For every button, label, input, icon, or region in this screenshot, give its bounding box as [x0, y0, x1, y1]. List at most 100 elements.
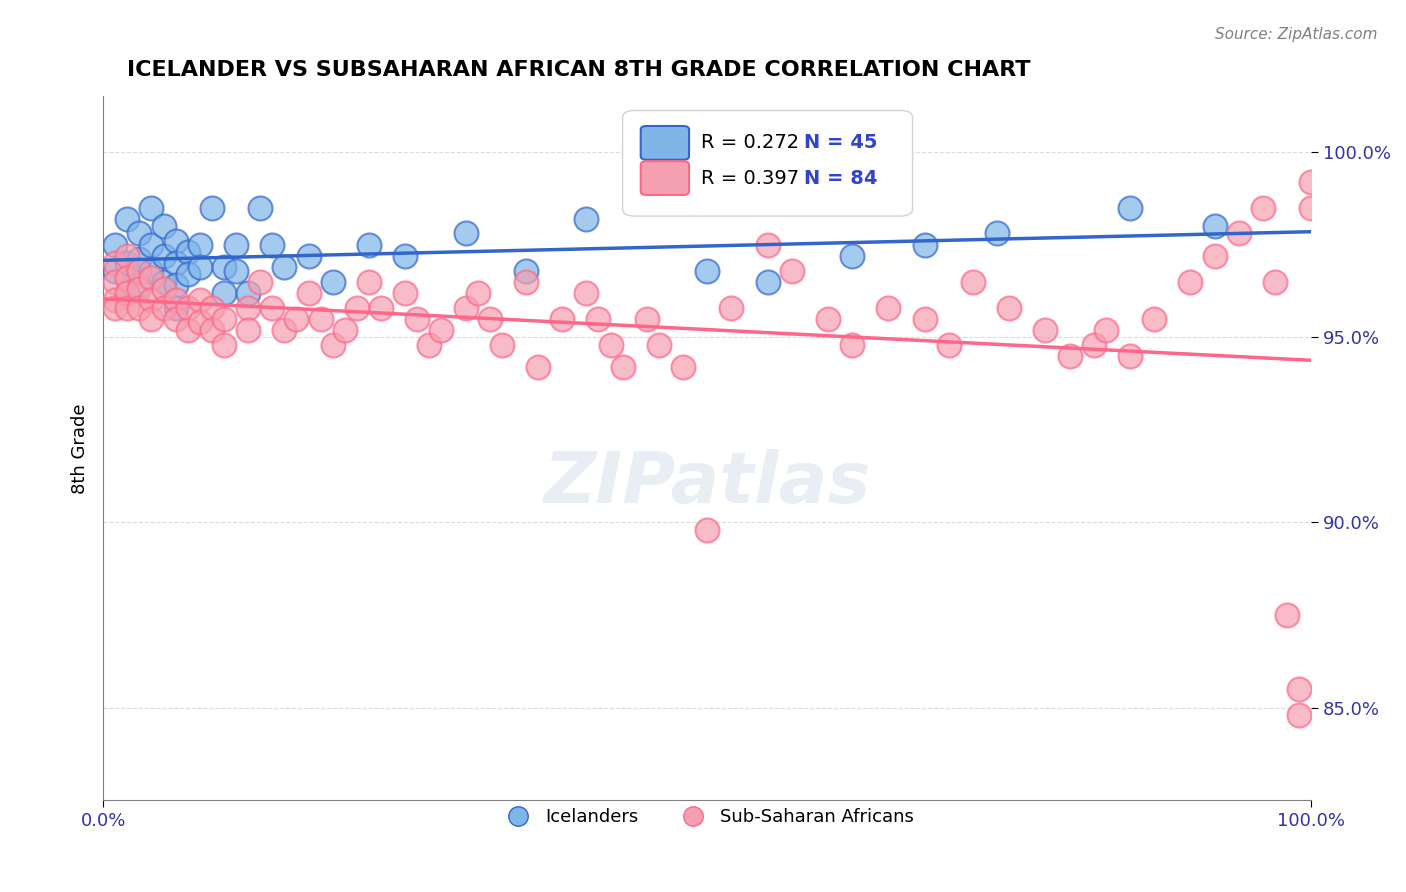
- Point: [297, 249, 319, 263]
- Point: [104, 256, 127, 270]
- Point: [128, 282, 150, 296]
- Point: [551, 311, 574, 326]
- Point: [188, 237, 211, 252]
- Point: [394, 285, 416, 300]
- Point: [236, 323, 259, 337]
- Point: [297, 285, 319, 300]
- Point: [1288, 682, 1310, 697]
- Text: N = 84: N = 84: [804, 169, 877, 187]
- Point: [357, 275, 380, 289]
- Point: [454, 301, 477, 315]
- Point: [756, 275, 779, 289]
- Point: [1227, 227, 1250, 241]
- Text: R = 0.397: R = 0.397: [702, 169, 799, 187]
- Point: [117, 301, 139, 315]
- Point: [165, 278, 187, 293]
- Point: [1204, 249, 1226, 263]
- Point: [309, 311, 332, 326]
- Point: [1059, 349, 1081, 363]
- FancyBboxPatch shape: [641, 126, 689, 160]
- Point: [1204, 219, 1226, 233]
- Point: [1119, 349, 1142, 363]
- Point: [998, 301, 1021, 315]
- Point: [285, 311, 308, 326]
- Point: [117, 211, 139, 226]
- Point: [817, 311, 839, 326]
- Point: [962, 275, 984, 289]
- Point: [152, 219, 174, 233]
- Point: [128, 278, 150, 293]
- Point: [430, 323, 453, 337]
- Point: [165, 293, 187, 308]
- Point: [165, 301, 187, 315]
- Point: [612, 359, 634, 374]
- Point: [588, 311, 610, 326]
- Point: [841, 249, 863, 263]
- Point: [491, 337, 513, 351]
- Point: [780, 263, 803, 277]
- Point: [152, 301, 174, 315]
- Point: [322, 337, 344, 351]
- Point: [262, 301, 284, 315]
- Point: [249, 201, 271, 215]
- Point: [357, 237, 380, 252]
- Point: [575, 211, 598, 226]
- Point: [406, 311, 429, 326]
- Point: [1035, 323, 1057, 337]
- FancyBboxPatch shape: [623, 111, 912, 216]
- Point: [756, 237, 779, 252]
- Text: N = 45: N = 45: [804, 134, 877, 153]
- Point: [370, 301, 392, 315]
- Point: [212, 285, 235, 300]
- Point: [1275, 607, 1298, 622]
- Point: [346, 301, 368, 315]
- Text: ZIPatlas: ZIPatlas: [544, 449, 870, 518]
- Point: [212, 337, 235, 351]
- Point: [152, 282, 174, 296]
- Point: [672, 359, 695, 374]
- Point: [141, 263, 163, 277]
- Point: [236, 285, 259, 300]
- Point: [104, 263, 127, 277]
- Point: [1264, 275, 1286, 289]
- Point: [1095, 323, 1118, 337]
- Point: [212, 311, 235, 326]
- Point: [1288, 708, 1310, 723]
- Point: [418, 337, 440, 351]
- Point: [225, 237, 247, 252]
- Point: [454, 227, 477, 241]
- Point: [986, 227, 1008, 241]
- Point: [201, 201, 224, 215]
- Point: [478, 311, 501, 326]
- Legend: Icelanders, Sub-Saharan Africans: Icelanders, Sub-Saharan Africans: [494, 801, 921, 833]
- Point: [176, 245, 198, 260]
- Point: [201, 301, 224, 315]
- Point: [877, 301, 900, 315]
- Point: [117, 271, 139, 285]
- Point: [128, 227, 150, 241]
- Text: Source: ZipAtlas.com: Source: ZipAtlas.com: [1215, 27, 1378, 42]
- Point: [141, 311, 163, 326]
- Point: [117, 249, 139, 263]
- Point: [188, 293, 211, 308]
- Point: [696, 523, 718, 537]
- Point: [527, 359, 550, 374]
- FancyBboxPatch shape: [641, 161, 689, 195]
- Point: [333, 323, 356, 337]
- Point: [141, 237, 163, 252]
- Point: [104, 237, 127, 252]
- Y-axis label: 8th Grade: 8th Grade: [72, 403, 89, 493]
- Point: [273, 323, 295, 337]
- Point: [515, 275, 537, 289]
- Point: [128, 301, 150, 315]
- Point: [176, 267, 198, 281]
- Point: [914, 311, 936, 326]
- Point: [322, 275, 344, 289]
- Point: [128, 252, 150, 267]
- Point: [467, 285, 489, 300]
- Point: [1083, 337, 1105, 351]
- Point: [575, 285, 598, 300]
- Point: [938, 337, 960, 351]
- Point: [201, 323, 224, 337]
- Point: [152, 275, 174, 289]
